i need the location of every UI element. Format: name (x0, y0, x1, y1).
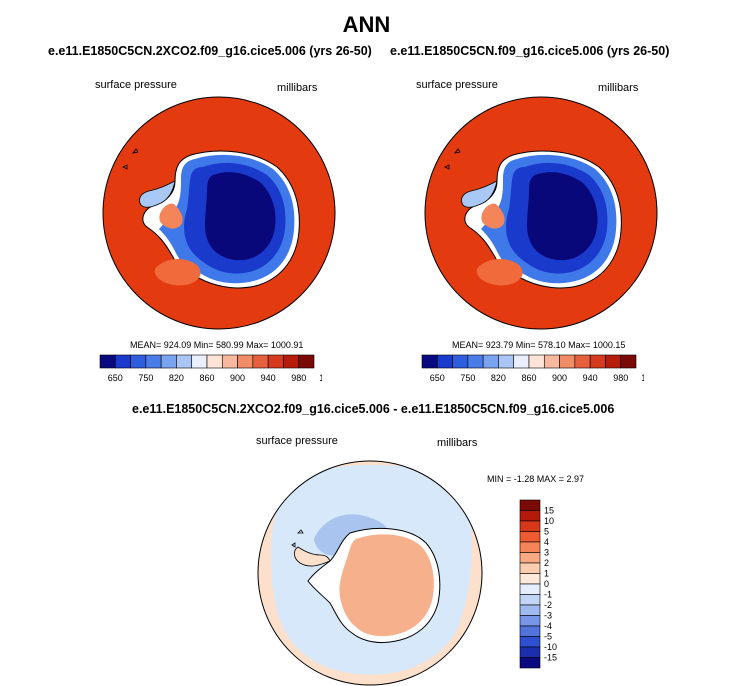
panel-3-colorbar-swatch (519, 573, 541, 585)
panel-1-colorbar-swatch (99, 354, 116, 369)
panel-1-colorbar-swatch (114, 354, 131, 369)
panel-3-colorbar-swatch (519, 657, 541, 669)
panel-1-colorbar-tick-label: 900 (230, 373, 245, 383)
panel-1-colorbar-swatch (267, 354, 284, 369)
panel-1-colorbar-swatch (206, 354, 223, 369)
panel-2-colorbar-swatch (528, 354, 545, 369)
panel-2-variable-label: surface pressure (416, 79, 498, 91)
panel-1-units-label: millibars (277, 82, 318, 94)
panel-3-colorbar-swatch (519, 520, 541, 532)
panel-2-colorbar-swatch (543, 354, 560, 369)
panel-3-colorbar-tick-label: 1 (544, 569, 549, 579)
panel-3-colorbar-swatch (519, 510, 541, 522)
panel-1-colorbar-swatch (160, 354, 177, 369)
panel-3-colorbar-tick-label: 4 (544, 537, 549, 547)
panel-3-colorbar-swatch (519, 552, 541, 564)
panel-3-colorbar-tick-label: -10 (544, 642, 557, 652)
panel-1-stats: MEAN= 924.09 Min= 580.99 Max= 1000.91 (130, 340, 304, 350)
panel-1-colorbar-tick-label: 1020 (319, 373, 322, 383)
panel-2-units-label: millibars (598, 82, 639, 94)
panel-1-colorbar-swatch (145, 354, 162, 369)
panel-3-colorbar-swatch (519, 531, 541, 543)
panel-2-colorbar-swatch (574, 354, 591, 369)
panel-3-colorbar-swatch (519, 636, 541, 648)
panel-3-units-label: millibars (437, 437, 478, 449)
panel-2-title: e.e11.E1850C5CN.f09_g16.cice5.006 (yrs 2… (390, 44, 670, 58)
panel-3-colorbar-swatch (519, 594, 541, 606)
panel-1-colorbar-tick-label: 650 (108, 373, 123, 383)
panel-3-colorbar-swatch (519, 646, 541, 658)
panel-3-colorbar-swatch (519, 562, 541, 574)
panel-1-colorbar-swatch (252, 354, 269, 369)
panel-3-colorbar-swatch (519, 625, 541, 637)
panel-3-colorbar-swatch (519, 615, 541, 627)
panel-2-colorbar-tick-label: 940 (583, 373, 598, 383)
panel-2-colorbar-swatch (559, 354, 576, 369)
figure-title: ANN (342, 12, 391, 37)
panel-2-colorbar-swatch (467, 354, 484, 369)
panel-1-polar-map (102, 96, 336, 330)
panel-2-colorbar-tick-label: 820 (491, 373, 506, 383)
panel-1-colorbar-swatch (298, 354, 315, 369)
panel-2-colorbar-swatch (482, 354, 499, 369)
panel-3-polar-map (257, 460, 483, 686)
panel-2-colorbar-swatch (589, 354, 606, 369)
panel-2-colorbar-swatch (436, 354, 453, 369)
panel-1-colorbar-swatch (237, 354, 254, 369)
panel-3-colorbar-swatch (519, 541, 541, 553)
panel-3-colorbar-tick-label: -4 (544, 621, 552, 631)
panel-3-colorbar-swatch (519, 583, 541, 595)
panel-3-colorbar-tick-label: 3 (544, 548, 549, 558)
panel-3-stats: MIN = -1.28 MAX = 2.97 (487, 474, 585, 484)
panel-3-colorbar-swatch (519, 499, 541, 511)
panel-2-colorbar-tick-label: 860 (521, 373, 536, 383)
panel-1-colorbar-swatch (176, 354, 193, 369)
panel-1-colorbar-tick-label: 860 (199, 373, 214, 383)
panel-1-colorbar-tick-label: 940 (261, 373, 276, 383)
panel-3-colorbar-tick-label: -5 (544, 632, 552, 642)
panel-3-colorbar-tick-label: 0 (544, 579, 549, 589)
panel-2-colorbar-tick-label: 900 (552, 373, 567, 383)
panel-1-variable-label: surface pressure (95, 79, 177, 91)
panel-2-colorbar-tick-label: 1020 (641, 373, 644, 383)
panel-3-colorbar-tick-label: -1 (544, 590, 552, 600)
panel-2-colorbar-swatch (452, 354, 469, 369)
panel-2-colorbar: 650 750 820 860 900 940 980 1020 (421, 354, 644, 383)
panel-3-colorbar-swatch (519, 604, 541, 616)
panel-1-colorbar-swatch (130, 354, 147, 369)
panel-2-colorbar-swatch (620, 354, 637, 369)
panel-1-colorbar: 650 750 820 860 900 940 980 1020 (99, 354, 322, 383)
panel-2-colorbar-tick-label: 750 (460, 373, 475, 383)
panel-1-colorbar-tick-label: 750 (138, 373, 153, 383)
panel-3-colorbar-tick-label: -2 (544, 600, 552, 610)
panel-2-colorbar-swatch (498, 354, 515, 369)
panel-2-colorbar-swatch (605, 354, 622, 369)
panel-3-colorbar-tick-label: -15 (544, 653, 557, 663)
panel-3-variable-label: surface pressure (256, 435, 338, 447)
panel-3-title: e.e11.E1850C5CN.2XCO2.f09_g16.cice5.006 … (132, 402, 615, 416)
panel-2-colorbar-tick-label: 980 (613, 373, 628, 383)
panel-3-colorbar-tick-label: -3 (544, 611, 552, 621)
panel-1-colorbar-tick-label: 980 (291, 373, 306, 383)
panel-2-colorbar-tick-label: 650 (430, 373, 445, 383)
panel-1-colorbar-swatch (191, 354, 208, 369)
panel-3-colorbar-tick-label: 10 (544, 516, 554, 526)
panel-2-stats: MEAN= 923.79 Min= 578.10 Max= 1000.15 (452, 340, 626, 350)
panel-3-colorbar-tick-label: 15 (544, 506, 554, 516)
panel-1-title: e.e11.E1850C5CN.2XCO2.f09_g16.cice5.006 … (48, 44, 372, 58)
panel-2-colorbar-swatch (421, 354, 438, 369)
panel-1-colorbar-tick-label: 820 (169, 373, 184, 383)
panel-3-colorbar-tick-label: 5 (544, 527, 549, 537)
panel-2-colorbar-swatch (513, 354, 530, 369)
panel-1-colorbar-swatch (283, 354, 300, 369)
panel-1-colorbar-swatch (221, 354, 238, 369)
panel-3-colorbar-tick-label: 2 (544, 558, 549, 568)
panel-2-polar-map (424, 96, 658, 330)
